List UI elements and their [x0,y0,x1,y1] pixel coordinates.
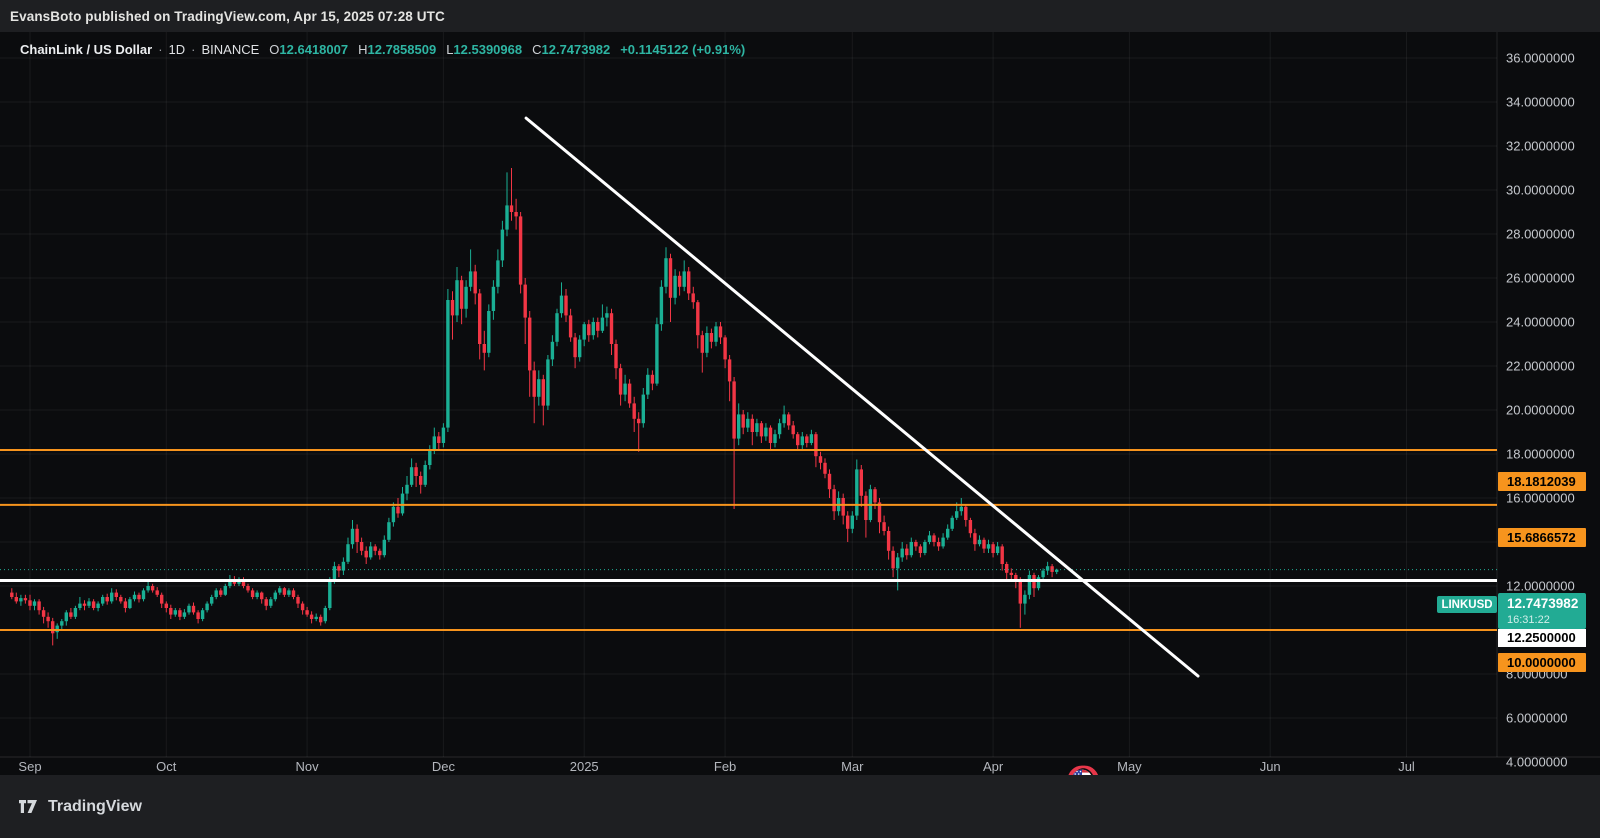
svg-text:18.0000000: 18.0000000 [1506,447,1575,462]
countdown-timer: 16:31:22 [1507,614,1550,626]
symbol-title[interactable]: ChainLink / US Dollar [20,41,153,57]
change-value: +0.1145122 (+0.91%) [620,41,746,57]
svg-text:May: May [1117,759,1142,774]
svg-text:Feb: Feb [714,759,736,774]
svg-text:22.0000000: 22.0000000 [1506,359,1575,374]
publish-bar: EvansBoto published on TradingView.com, … [0,0,1600,32]
symbol-legend[interactable]: ChainLink / US Dollar · 1D · BINANCE O12… [20,40,745,58]
last-price-label[interactable]: 12.7473982 16:31:22 [1498,593,1586,629]
svg-text:20.0000000: 20.0000000 [1506,403,1575,418]
svg-text:30.0000000: 30.0000000 [1506,183,1575,198]
svg-text:28.0000000: 28.0000000 [1506,227,1575,242]
brand-name[interactable]: TradingView [48,797,142,815]
legend-separator: · [158,41,163,57]
svg-text:12.0000000: 12.0000000 [1506,579,1575,594]
svg-text:36.0000000: 36.0000000 [1506,51,1575,66]
svg-text:Dec: Dec [432,759,456,774]
level-price-label-1[interactable]: 18.1812039 [1498,472,1586,491]
grid [0,32,1497,757]
last-price-value: 12.7473982 [1507,596,1579,611]
level-price-label-2[interactable]: 15.6866572 [1498,528,1586,547]
exchange-label[interactable]: BINANCE [201,41,260,57]
svg-text:26.0000000: 26.0000000 [1506,271,1575,286]
svg-text:Apr: Apr [983,759,1004,774]
candles [10,168,1059,646]
legend-separator: · [191,41,196,57]
time-scale-labels: Sep Oct Nov Dec 2025 Feb Mar Apr May Jun Jul [18,759,1414,774]
svg-text:2025: 2025 [570,759,599,774]
svg-text:16.0000000: 16.0000000 [1506,491,1575,506]
ohlc-low: L12.5390968 [446,41,523,57]
svg-text:32.0000000: 32.0000000 [1506,139,1575,154]
svg-text:6.0000000: 6.0000000 [1506,711,1567,726]
svg-text:Jul: Jul [1398,759,1415,774]
level-price-label-3[interactable]: 10.0000000 [1498,653,1586,672]
svg-text:34.0000000: 34.0000000 [1506,95,1575,110]
chart-area[interactable]: 36.0000000 34.0000000 32.0000000 30.0000000… [0,32,1600,795]
svg-text:Oct: Oct [156,759,177,774]
price-chart[interactable]: 36.0000000 34.0000000 32.0000000 30.0000000… [0,32,1600,775]
ohlc-high: H12.7858509 [358,41,437,57]
alert-price-label[interactable]: 12.2500000 [1498,629,1586,647]
svg-text:Sep: Sep [18,759,41,774]
interval-label[interactable]: 1D [168,41,186,57]
footer-bar: TradingView [0,775,1600,838]
svg-text:Mar: Mar [841,759,864,774]
symbol-price-tag[interactable]: LINKUSD [1437,596,1497,613]
publish-text: EvansBoto published on TradingView.com, … [10,8,445,24]
horizontal-level-lines [0,449,1497,631]
descending-trendline [524,116,1200,678]
svg-text:Jun: Jun [1260,759,1281,774]
ohlc-close: C12.7473982 [532,41,611,57]
svg-text:Nov: Nov [296,759,320,774]
ohlc-open: O12.6418007 [269,41,349,57]
tradingview-logo-icon[interactable] [18,798,40,815]
svg-text:24.0000000: 24.0000000 [1506,315,1575,330]
svg-text:4.0000000: 4.0000000 [1506,755,1567,770]
